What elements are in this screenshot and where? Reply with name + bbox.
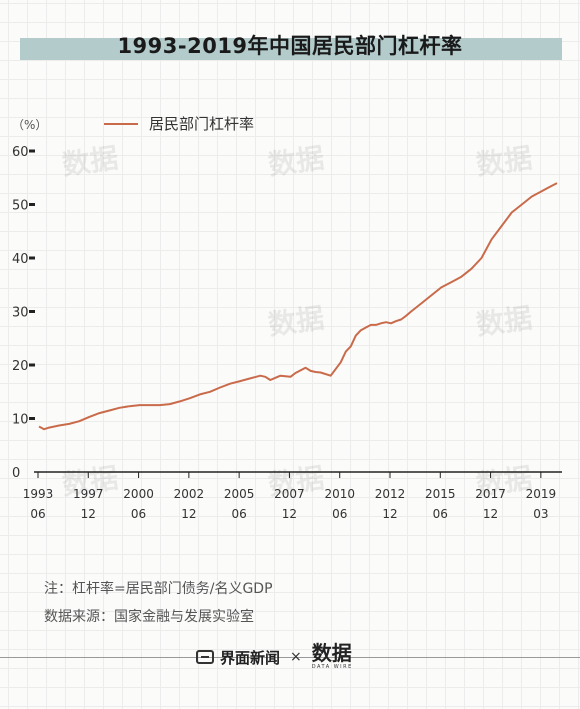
- footer-divider: [0, 657, 580, 658]
- x-tick-label-month: 12: [181, 507, 196, 521]
- unit-label: （%）: [12, 118, 47, 132]
- x-tick-label-month: 12: [382, 507, 397, 521]
- footnote-definition: 注：杠杆率=居民部门债务/名义GDP: [44, 581, 273, 597]
- x-tick-label-month: 06: [332, 507, 347, 521]
- x-tick-label-month: 06: [30, 507, 45, 521]
- x-tick-label-month: 12: [282, 507, 297, 521]
- brand-name: 界面新闻: [220, 648, 281, 667]
- y-tick-mark: [29, 149, 35, 153]
- y-tick-label: 30: [12, 306, 29, 321]
- x-tick-label-month: 06: [433, 507, 448, 521]
- y-tick-label: 60: [12, 145, 29, 160]
- legend-label: 居民部门杠杆率: [149, 115, 254, 133]
- x-tick-label-year: 2005: [224, 487, 255, 501]
- jiemian-logo-icon: [196, 650, 214, 664]
- y-tick-mark: [29, 363, 35, 367]
- x-tick-label-year: 2012: [375, 487, 406, 501]
- x-tick-label-month: 03: [533, 507, 548, 521]
- series-line-household-leverage: [38, 182, 558, 431]
- x-tick-label-month: 06: [232, 507, 247, 521]
- x-tick-label-year: 2015: [425, 487, 456, 501]
- x-tick-label-year: 2019: [526, 487, 557, 501]
- y-tick-label: 0: [12, 466, 20, 481]
- y-tick-mark: [29, 256, 35, 260]
- y-tick-mark: [29, 203, 35, 206]
- line-chart: （%） 居民部门杠杆率 0 10 20 30 40 50 60 1993 06 1997 12 200…: [12, 115, 562, 521]
- title-banner: [20, 38, 562, 60]
- x-tick-label-year: 2000: [123, 487, 154, 501]
- datawire-logo: 数据 DATA WIRE: [311, 641, 353, 670]
- y-tick-mark: [29, 417, 35, 420]
- y-tick-mark: [29, 310, 35, 313]
- x-tick-label-month: 06: [131, 507, 146, 521]
- x-tick-label-month: 12: [81, 507, 96, 521]
- x-tick-label-year: 1997: [73, 487, 104, 501]
- y-tick-label: 10: [12, 413, 29, 428]
- x-tick-label-year: 2002: [174, 487, 205, 501]
- x-tick-label-year: 1993: [23, 487, 54, 501]
- chart-title: 1993-2019年中国居民部门杠杆率: [117, 34, 463, 58]
- y-tick-label: 20: [12, 359, 29, 374]
- footnote-source: 数据来源：国家金融与发展实验室: [44, 609, 254, 625]
- axes: 0 10 20 30 40 50 60 1993 06 1997 12 2000 06 2002 12 200…: [12, 145, 562, 521]
- legend: 居民部门杠杆率: [104, 115, 254, 133]
- y-tick-label: 40: [12, 252, 29, 267]
- x-tick-label-year: 2010: [324, 487, 355, 501]
- series-layer: [38, 182, 558, 431]
- x-tick-label-year: 2007: [274, 487, 305, 501]
- x-tick-label-year: 2017: [475, 487, 506, 501]
- footer-brand: 界面新闻 × 数据 DATA WIRE: [196, 641, 353, 670]
- y-tick-label: 50: [12, 199, 29, 214]
- x-tick-label-month: 12: [483, 507, 498, 521]
- separator: ×: [290, 649, 302, 665]
